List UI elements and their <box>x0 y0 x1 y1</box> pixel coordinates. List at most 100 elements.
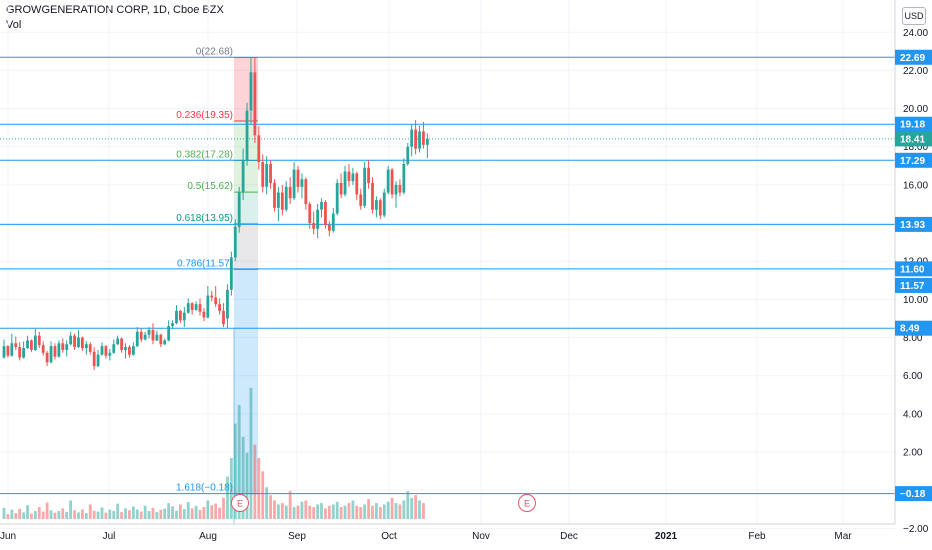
volume-bar <box>81 509 84 519</box>
volume-bar <box>6 514 10 519</box>
candle-body <box>406 146 410 164</box>
candle <box>190 302 194 315</box>
candle <box>202 307 206 322</box>
volume-bar <box>65 511 69 519</box>
candle-body <box>237 192 241 227</box>
candle <box>316 203 319 239</box>
candle-body <box>33 335 37 350</box>
candle <box>53 343 57 360</box>
price-tick-label: 4.00 <box>903 409 923 420</box>
candle-body <box>10 343 14 356</box>
earnings-marker-circle <box>231 494 249 512</box>
volume-bar <box>237 405 241 519</box>
candle-body <box>273 183 276 208</box>
candle <box>167 320 171 342</box>
candle-body <box>128 347 131 355</box>
volume-bar <box>96 511 100 519</box>
candle-body <box>390 169 394 195</box>
candle-body <box>155 334 159 341</box>
price-tick-label: 16.00 <box>903 180 928 191</box>
candle <box>41 341 45 356</box>
candle-body <box>375 200 378 210</box>
volume-bar <box>73 510 76 519</box>
volume-bar <box>37 507 41 519</box>
candle-body <box>163 340 167 345</box>
candle-body <box>327 224 331 231</box>
candle-body <box>320 202 323 210</box>
candle-body <box>324 202 327 225</box>
candle <box>120 337 123 353</box>
volume-bar <box>418 500 421 519</box>
candle <box>116 335 120 346</box>
candle-body <box>331 213 335 231</box>
time-tick-label: Oct <box>381 531 397 542</box>
candle <box>425 133 429 159</box>
volume-bar <box>335 501 339 519</box>
currency-button[interactable]: USD <box>902 7 926 25</box>
last-price-tag <box>895 131 932 147</box>
candle-body <box>92 351 96 367</box>
candle-body <box>394 184 398 195</box>
volume-bar <box>198 509 202 519</box>
volume-bar <box>402 500 406 519</box>
price-tick-label: 24.00 <box>903 28 928 39</box>
volume-bar <box>386 501 390 519</box>
volume-bar <box>316 504 319 519</box>
symbol-title[interactable]: GROWGENERATION CORP, 1D, Cboe BZX <box>6 4 224 16</box>
fib-zone <box>234 160 258 193</box>
candle-body <box>182 312 186 321</box>
candle <box>371 177 374 214</box>
candle-body <box>53 346 57 357</box>
candle <box>81 336 84 351</box>
candle <box>414 120 417 155</box>
time-tick-label: Mar <box>834 531 852 542</box>
volume-bar <box>245 452 249 519</box>
volume-indicator-label[interactable]: Vol <box>6 19 22 31</box>
candle <box>128 345 131 358</box>
volume-bar <box>226 476 229 519</box>
level-price-label: 17.29 <box>900 156 925 167</box>
fib-label: 0(22.68) <box>196 46 233 57</box>
level-price-label: 22.69 <box>900 53 925 64</box>
candle-body <box>171 323 174 327</box>
candle <box>382 188 386 218</box>
candle-body <box>304 179 308 204</box>
candle <box>186 298 190 314</box>
candle <box>218 298 221 315</box>
candle <box>14 336 18 350</box>
candle-body <box>104 346 108 356</box>
volume-bar <box>327 505 331 519</box>
level-price-tag <box>895 116 932 132</box>
candle-body <box>418 131 421 149</box>
candle <box>33 328 37 351</box>
volume-bar <box>77 512 80 519</box>
price-tick-label: 22.00 <box>903 66 928 77</box>
candle <box>96 349 100 368</box>
volume-bar <box>343 505 347 519</box>
fib-zone <box>234 224 258 270</box>
candle-body <box>179 310 182 321</box>
candle <box>229 251 233 296</box>
volume-bar <box>30 513 33 519</box>
candle <box>237 186 241 233</box>
time-tick-label: Sep <box>288 531 306 542</box>
candle-body <box>261 162 265 187</box>
volume-bar <box>53 512 57 519</box>
candle-body <box>249 72 253 111</box>
candle-body <box>229 257 233 290</box>
volume-bar <box>159 509 163 519</box>
volume-bar <box>139 511 143 519</box>
volume-bar <box>214 503 218 519</box>
volume-bar <box>190 508 194 519</box>
candle <box>402 158 406 195</box>
candle-body <box>351 173 355 182</box>
candle-body <box>339 183 343 195</box>
candle-body <box>147 329 151 335</box>
time-tick-label: Jul <box>103 531 116 542</box>
candle <box>112 339 116 354</box>
volume-bar <box>167 503 171 519</box>
candle-body <box>222 310 225 325</box>
candle <box>312 211 316 235</box>
candle-body <box>2 346 6 358</box>
